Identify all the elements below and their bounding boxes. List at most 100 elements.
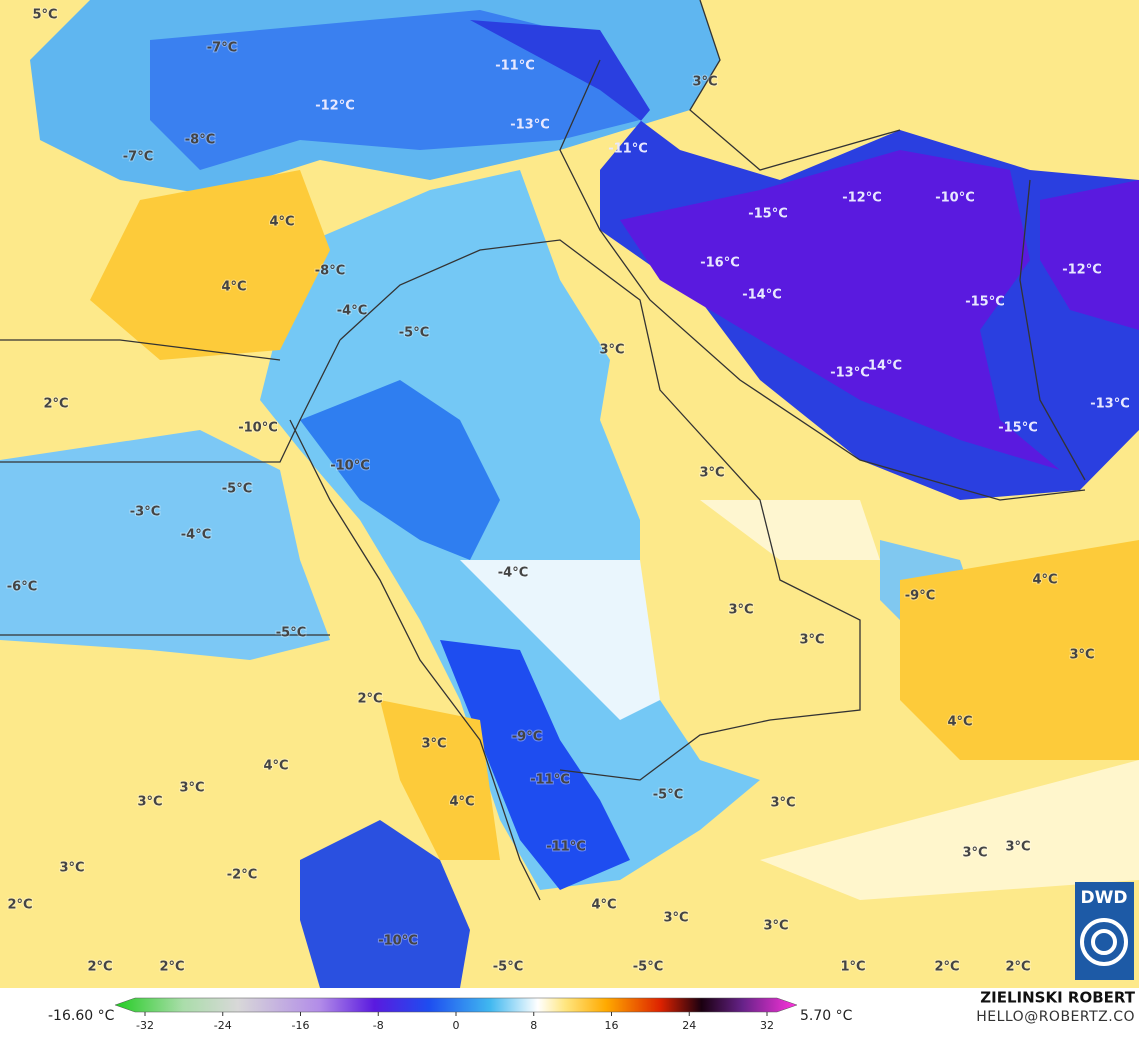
temperature-label: -7°C (207, 41, 237, 56)
temperature-label: -10°C (330, 459, 370, 474)
warm-area (900, 540, 1139, 760)
temperature-label: -10°C (238, 421, 278, 436)
author-name: ZIELINSKI ROBERT (980, 989, 1135, 1007)
temperature-label: -5°C (493, 960, 523, 975)
map-field (0, 0, 1139, 988)
temperature-label: 3°C (137, 795, 162, 810)
temperature-label: 3°C (59, 861, 84, 876)
colorbar-min-label: -16.60 °C (48, 1008, 115, 1024)
temperature-label: -4°C (337, 304, 367, 319)
temperature-label: 3°C (699, 466, 724, 481)
temperature-label: 2°C (934, 960, 959, 975)
neutral-area (760, 760, 1139, 900)
temperature-label: 3°C (599, 343, 624, 358)
temperature-label: 4°C (263, 759, 288, 774)
temperature-label: -5°C (276, 626, 306, 641)
temperature-label: -11°C (608, 142, 648, 157)
temperature-label: -11°C (546, 840, 586, 855)
colorbar: -16.60 °C 5.70 °C -32 -24 -16 -8 0 8 16 24 32 (48, 997, 853, 1032)
temperature-label: -5°C (653, 788, 683, 803)
map-labels: 5°C -7°C -11°C 3°C -12°C -8°C -13°C -7°C -11°C -1… (6, 7, 1130, 976)
neutral-area (460, 560, 660, 720)
temperature-label: 2°C (159, 960, 184, 975)
cold-area (0, 430, 330, 660)
colorbar-tick-label: -24 (214, 1019, 232, 1032)
cold-area (1040, 180, 1139, 330)
colorbar-ticks: -32 -24 -16 -8 0 8 16 24 32 (136, 1012, 774, 1032)
temperature-label: -2°C (227, 868, 257, 883)
colorbar-max-label: 5.70 °C (800, 1008, 853, 1024)
temperature-label: -11°C (495, 59, 535, 74)
warm-area (90, 170, 330, 360)
credits: ZIELINSKI ROBERT HELLO@ROBERTZ.CO DWD (976, 882, 1136, 1025)
temperature-label: 3°C (663, 911, 688, 926)
author-contact: HELLO@ROBERTZ.CO (976, 1009, 1135, 1025)
logo-swirl (1091, 929, 1117, 955)
temperature-label: -4°C (181, 528, 211, 543)
temperature-label: 4°C (449, 795, 474, 810)
temperature-label: 4°C (947, 715, 972, 730)
temperature-label: -9°C (905, 589, 935, 604)
cold-area (300, 380, 500, 560)
cold-area (620, 150, 1060, 470)
temperature-label: -12°C (1062, 263, 1102, 278)
temperature-label: -15°C (748, 207, 788, 222)
temperature-label: -16°C (700, 256, 740, 271)
temperature-label: 4°C (221, 280, 246, 295)
colorbar-tick-label: 24 (682, 1019, 696, 1032)
temperature-label: 3°C (1005, 840, 1030, 855)
temperature-label: 3°C (962, 846, 987, 861)
temperature-label: 4°C (591, 898, 616, 913)
temperature-label: 4°C (1032, 573, 1057, 588)
temperature-label: 3°C (179, 781, 204, 796)
colorbar-tick-label: -8 (373, 1019, 384, 1032)
temperature-label: -12°C (842, 191, 882, 206)
temperature-label: 2°C (7, 898, 32, 913)
temperature-label: 14°C (868, 359, 902, 374)
borders (0, 0, 1086, 901)
temperature-label: 1°C (840, 960, 865, 975)
temperature-label: -13°C (1090, 397, 1130, 412)
temperature-label: -5°C (633, 960, 663, 975)
temperature-label: 5°C (32, 8, 57, 23)
temperature-label: -13°C (510, 118, 550, 133)
temperature-label: -5°C (222, 482, 252, 497)
temperature-label: -14°C (742, 288, 782, 303)
temperature-label: -5°C (399, 326, 429, 341)
temperature-label: 3°C (692, 75, 717, 90)
colorbar-tick-label: 0 (453, 1019, 460, 1032)
temperature-label: -8°C (185, 133, 215, 148)
temperature-label: -15°C (965, 295, 1005, 310)
temperature-label: 2°C (357, 692, 382, 707)
temperature-label: -10°C (935, 191, 975, 206)
temperature-label: 3°C (799, 633, 824, 648)
temperature-label: -3°C (130, 505, 160, 520)
temperature-label: 2°C (1005, 960, 1030, 975)
colorbar-scale (114, 997, 798, 1013)
temperature-label: 3°C (1069, 648, 1094, 663)
logo-swirl (1080, 918, 1128, 966)
temperature-label: -11°C (530, 773, 570, 788)
temperature-label: 3°C (421, 737, 446, 752)
temperature-label: -12°C (315, 99, 355, 114)
colorbar-tick-label: -32 (136, 1019, 154, 1032)
temperature-label: -9°C (512, 730, 542, 745)
temperature-label: -4°C (498, 566, 528, 581)
temperature-label: -10°C (378, 934, 418, 949)
temperature-label: 2°C (43, 397, 68, 412)
neutral-area (700, 500, 880, 560)
temperature-label: -6°C (7, 580, 37, 595)
cold-area (300, 820, 470, 988)
temperature-label: 4°C (269, 215, 294, 230)
colorbar-tick-label: 16 (605, 1019, 619, 1032)
cold-area (150, 10, 640, 170)
colorbar-tick-label: 8 (530, 1019, 537, 1032)
colorbar-tick-label: -16 (292, 1019, 310, 1032)
temperature-label: 2°C (87, 960, 112, 975)
temperature-label: -7°C (123, 150, 153, 165)
temperature-label: 3°C (763, 919, 788, 934)
warm-area (380, 700, 500, 860)
temperature-label: -13°C (830, 366, 870, 381)
temperature-label: 3°C (728, 603, 753, 618)
